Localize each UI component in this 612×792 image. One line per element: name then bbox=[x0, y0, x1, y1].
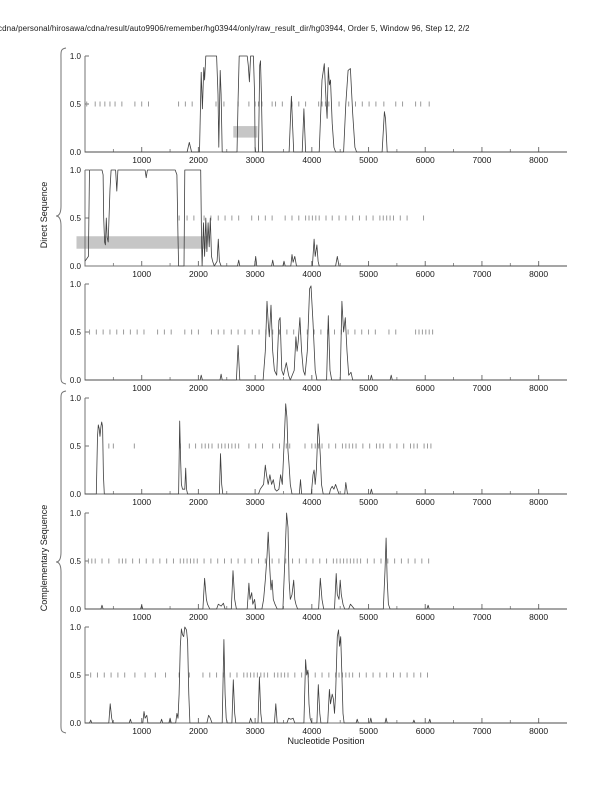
x-tick-label: 7000 bbox=[472, 612, 491, 622]
x-tick-label: 6000 bbox=[416, 497, 435, 507]
x-tick-label: 4000 bbox=[302, 155, 321, 165]
x-tick-label: 2000 bbox=[189, 269, 208, 279]
x-tick-label: 1000 bbox=[132, 726, 151, 736]
axes-spines bbox=[84, 398, 567, 495]
subplot-5: 0.0 0.5 1.0 1000 2000 3000 4000 5000 6000 7000 800… bbox=[70, 509, 567, 622]
x-tick-label: 2000 bbox=[189, 155, 208, 165]
axes-spines bbox=[84, 627, 567, 724]
x-tick-label: 6000 bbox=[416, 726, 435, 736]
x-tick-label: 8000 bbox=[529, 497, 548, 507]
y-tick-label: 0.5 bbox=[70, 671, 82, 680]
subplot-4: 0.0 0.5 1.0 1000 2000 3000 4000 5000 6000 7000 800… bbox=[70, 394, 567, 507]
x-tick-label: 4000 bbox=[302, 612, 321, 622]
score-curve bbox=[84, 169, 567, 267]
y-tick-label: 1.0 bbox=[70, 394, 82, 403]
x-tick-label: 6000 bbox=[416, 612, 435, 622]
x-tick-label: 5000 bbox=[359, 155, 378, 165]
score-curve bbox=[85, 512, 567, 610]
subplot-1: 0.0 0.5 1.0 1000 2000 3000 4000 5000 6000 7000 800… bbox=[70, 52, 567, 165]
x-tick-label: 4000 bbox=[302, 497, 321, 507]
x-tick-label: 5000 bbox=[359, 497, 378, 507]
y-tick-label: 1.0 bbox=[70, 509, 82, 518]
y-tick-label: 0.0 bbox=[70, 605, 82, 614]
direct-sequence-brace bbox=[55, 47, 67, 385]
score-curve bbox=[85, 55, 567, 153]
y-tick-label: 0.5 bbox=[70, 328, 82, 337]
score-curve bbox=[85, 626, 567, 724]
y-tick-label: 0.5 bbox=[70, 100, 82, 109]
y-tick-label: 1.0 bbox=[70, 623, 82, 632]
subplot-6: 0.0 0.5 1.0 1000 2000 3000 4000 5000 6000 7000 800… bbox=[70, 623, 567, 736]
x-tick-label: 1000 bbox=[132, 612, 151, 622]
highlight-band bbox=[233, 126, 258, 138]
x-tick-label: 4000 bbox=[302, 269, 321, 279]
x-tick-label: 8000 bbox=[529, 726, 548, 736]
x-tick-label: 6000 bbox=[416, 269, 435, 279]
x-tick-label: 5000 bbox=[359, 726, 378, 736]
x-tick-label: 4000 bbox=[302, 726, 321, 736]
x-tick-label: 3000 bbox=[246, 269, 265, 279]
x-tick-label: 6000 bbox=[416, 155, 435, 165]
x-tick-label: 2000 bbox=[189, 497, 208, 507]
x-tick-label: 5000 bbox=[359, 383, 378, 393]
x-tick-label: 3000 bbox=[246, 155, 265, 165]
x-tick-label: 5000 bbox=[359, 269, 378, 279]
x-tick-label: 2000 bbox=[189, 726, 208, 736]
x-tick-label: 7000 bbox=[472, 269, 491, 279]
complementary-sequence-brace bbox=[55, 390, 67, 734]
x-tick-label: 7000 bbox=[472, 497, 491, 507]
x-tick-label: 3000 bbox=[246, 612, 265, 622]
x-tick-label: 3000 bbox=[246, 497, 265, 507]
x-tick-label: 8000 bbox=[529, 383, 548, 393]
highlight-band bbox=[76, 236, 208, 249]
x-tick-label: 5000 bbox=[359, 612, 378, 622]
x-tick-label: 6000 bbox=[416, 383, 435, 393]
x-tick-label: 8000 bbox=[529, 269, 548, 279]
score-curve bbox=[85, 285, 567, 381]
y-tick-label: 1.0 bbox=[70, 52, 82, 61]
y-tick-label: 1.0 bbox=[70, 166, 82, 175]
x-tick-label: 7000 bbox=[472, 383, 491, 393]
x-tick-label: 4000 bbox=[302, 383, 321, 393]
x-tick-label: 1000 bbox=[132, 383, 151, 393]
x-tick-label: 1000 bbox=[132, 269, 151, 279]
score-curve bbox=[85, 403, 567, 495]
page-title: cdna/personal/hirosawa/cdna/result/auto9… bbox=[0, 24, 470, 33]
axes-spines bbox=[84, 513, 567, 610]
x-tick-label: 3000 bbox=[246, 383, 265, 393]
x-tick-label: 1000 bbox=[132, 155, 151, 165]
x-tick-label: 7000 bbox=[472, 726, 491, 736]
x-tick-label: 8000 bbox=[529, 155, 548, 165]
y-tick-label: 0.5 bbox=[70, 442, 82, 451]
x-tick-label: 1000 bbox=[132, 497, 151, 507]
y-tick-label: 0.0 bbox=[70, 719, 82, 728]
x-tick-label: 2000 bbox=[189, 383, 208, 393]
subplot-3: 0.0 0.5 1.0 1000 2000 3000 4000 5000 6000 7000 800… bbox=[70, 280, 567, 393]
y-tick-label: 0.0 bbox=[70, 490, 82, 499]
x-tick-label: 3000 bbox=[246, 726, 265, 736]
y-tick-label: 1.0 bbox=[70, 280, 82, 289]
y-tick-label: 0.0 bbox=[70, 376, 82, 385]
y-tick-label: 0.5 bbox=[70, 557, 82, 566]
x-tick-label: 2000 bbox=[189, 612, 208, 622]
x-axis-label: Nucleotide Position bbox=[287, 736, 365, 746]
x-tick-label: 8000 bbox=[529, 612, 548, 622]
y-tick-label: 0.0 bbox=[70, 148, 82, 157]
y-tick-label: 0.5 bbox=[70, 214, 82, 223]
subplot-2: 0.0 0.5 1.0 1000 2000 3000 4000 5000 6000 7000 800… bbox=[70, 166, 567, 279]
y-tick-label: 0.0 bbox=[70, 262, 82, 271]
x-tick-label: 7000 bbox=[472, 155, 491, 165]
